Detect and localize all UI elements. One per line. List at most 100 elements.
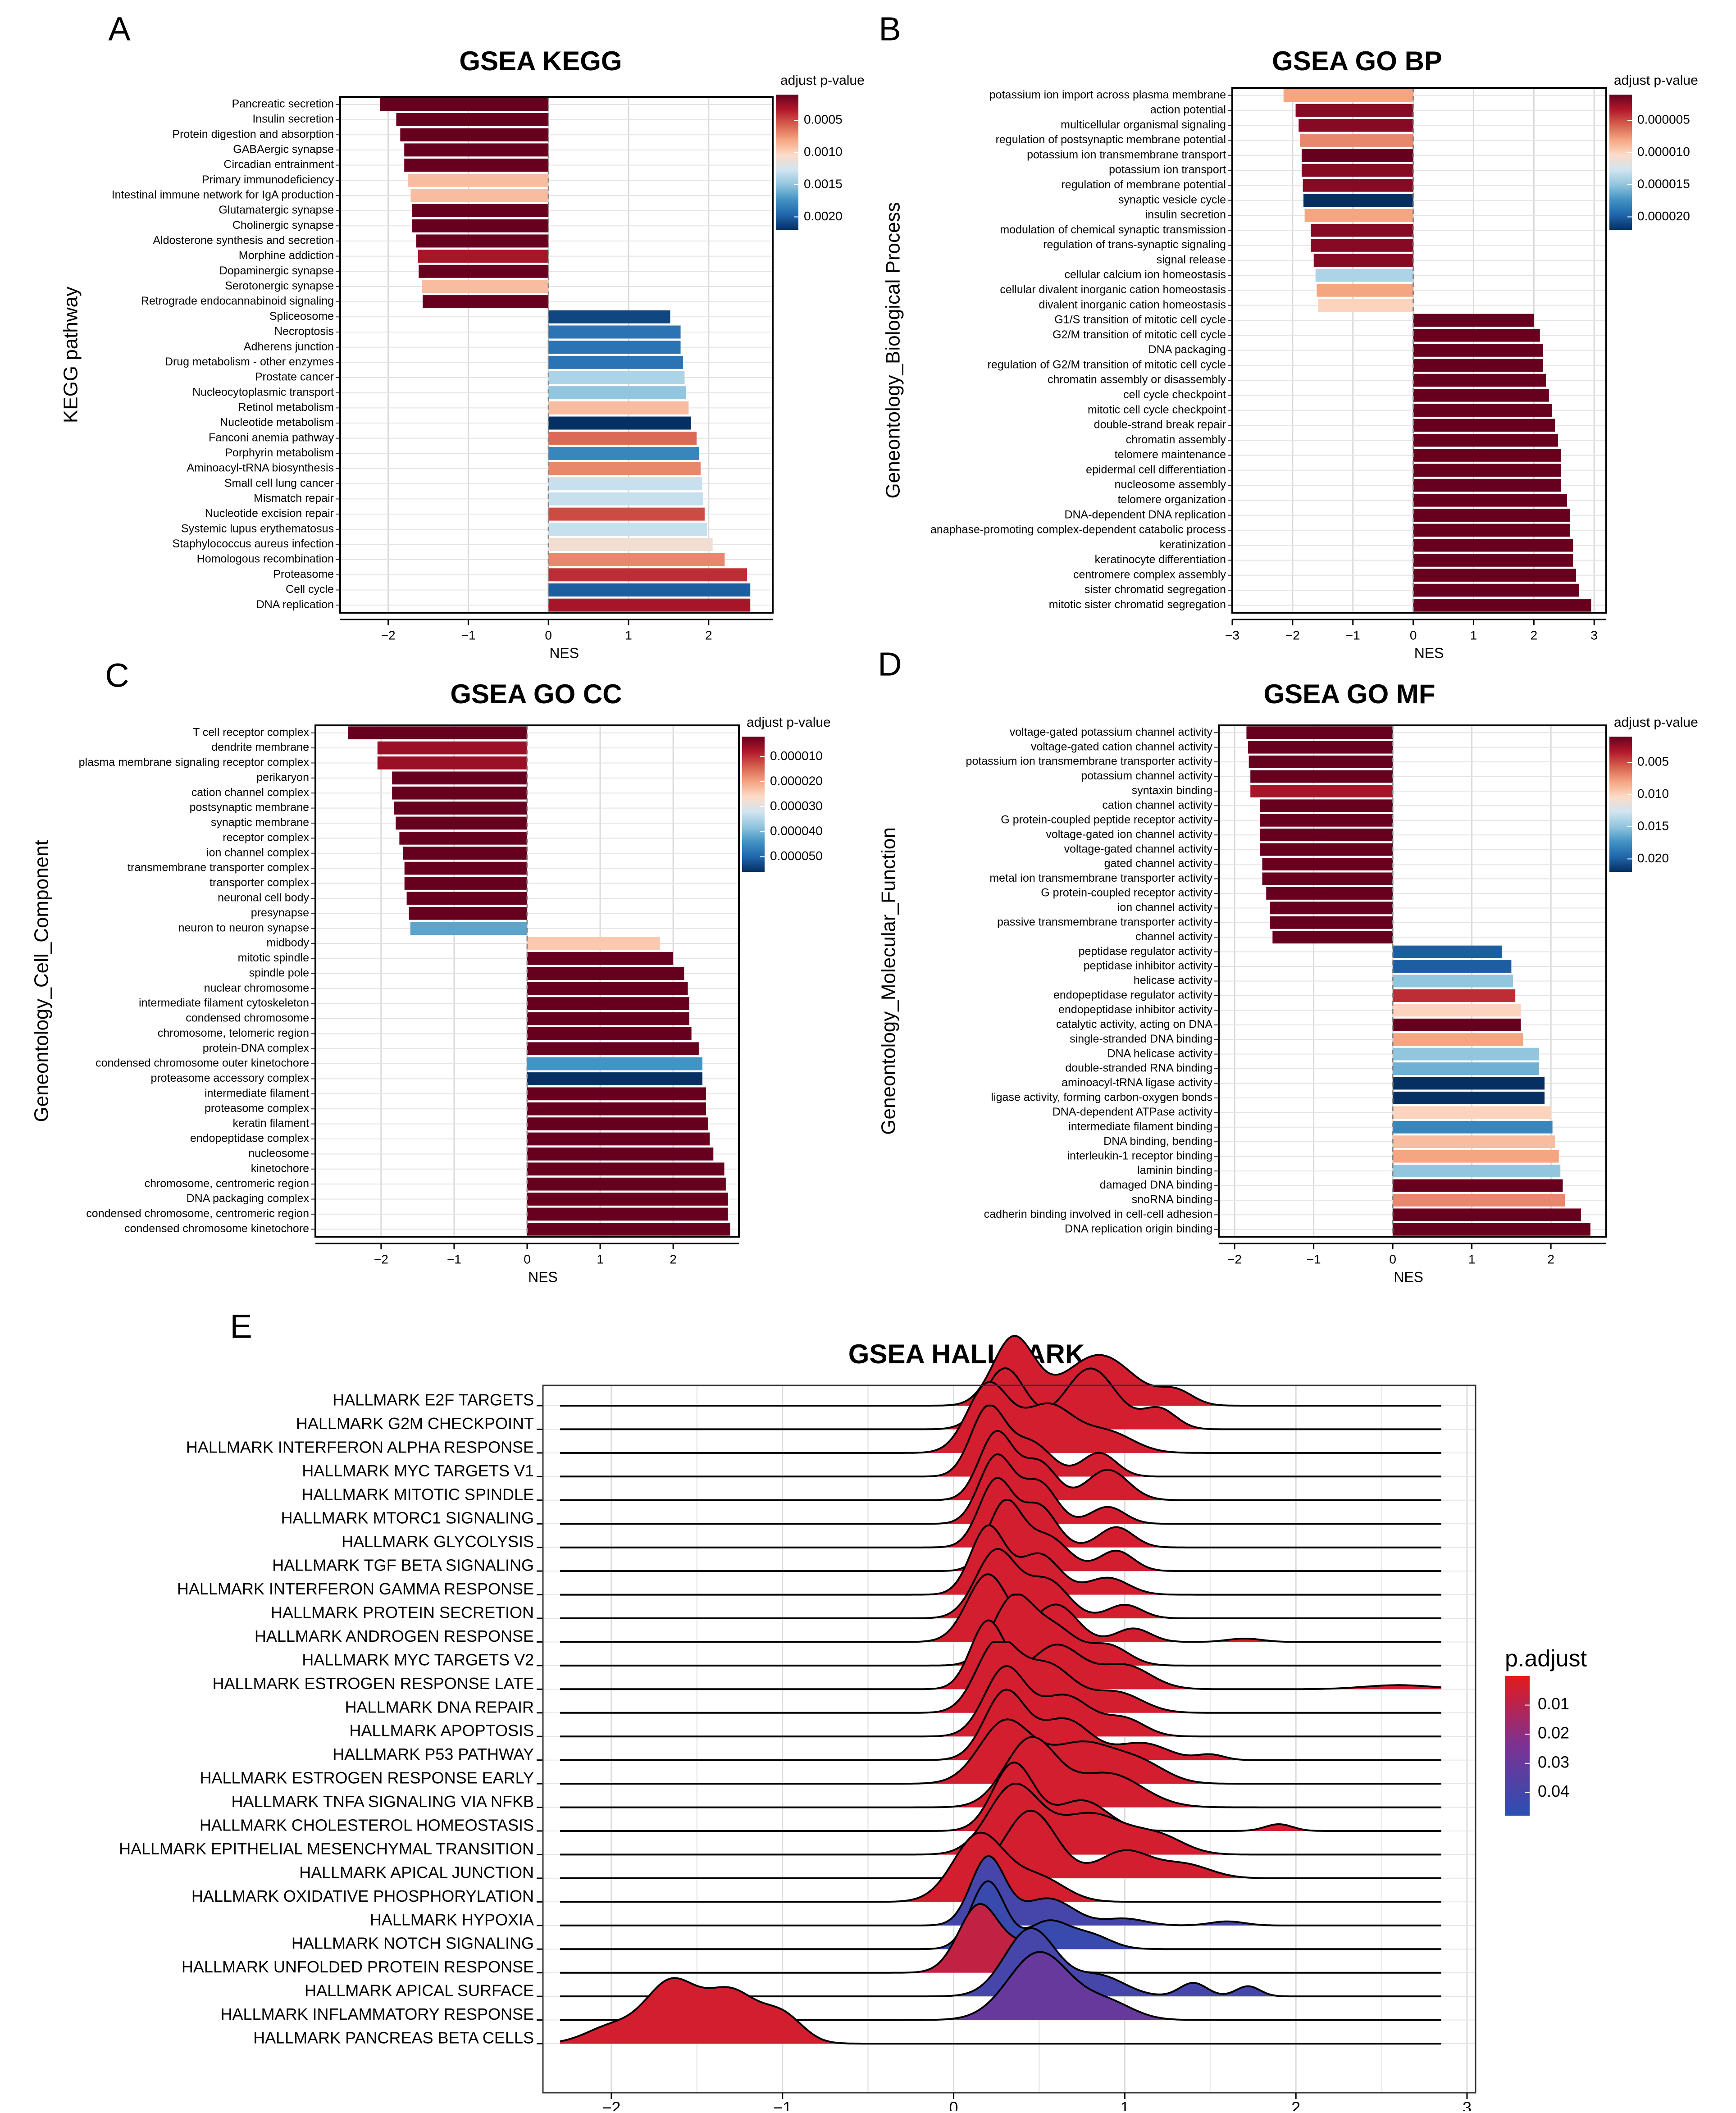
x-tick-label: −2 xyxy=(381,628,396,642)
x-tick-label: 2 xyxy=(705,628,712,642)
bar xyxy=(392,786,527,800)
category-label: kinetochore xyxy=(251,1162,309,1175)
category-label: condensed chromosome, centromeric region xyxy=(86,1207,309,1220)
ridge-line xyxy=(560,1619,1442,1690)
ridge-area xyxy=(560,1594,1442,1666)
bar xyxy=(1270,902,1393,915)
ridge-area xyxy=(560,1952,1442,2020)
bar xyxy=(1413,554,1573,567)
x-tick-label: 0 xyxy=(1410,628,1417,642)
ridge-area xyxy=(560,1856,1442,1926)
bar xyxy=(548,432,697,445)
bar xyxy=(392,771,527,785)
bar xyxy=(419,264,549,278)
category-label: Mismatch repair xyxy=(254,492,334,505)
x-tick-label: 2 xyxy=(1291,2099,1300,2111)
bar xyxy=(1260,799,1393,812)
legend-tick-label: 0.000030 xyxy=(770,799,823,813)
category-label: proteasome complex xyxy=(205,1102,310,1115)
category-label: keratinization xyxy=(1160,538,1226,551)
bar xyxy=(404,159,549,172)
category-label: peptidase regulator activity xyxy=(1079,945,1213,957)
category-label: Intestinal immune network for IgA produc… xyxy=(112,189,334,201)
category-label: HALLMARK G2M CHECKPOINT xyxy=(296,1414,534,1433)
bar xyxy=(548,553,725,566)
bar xyxy=(394,801,527,815)
bar xyxy=(1393,1223,1590,1236)
category-label: Serotonergic synapse xyxy=(225,280,334,292)
ridge-line xyxy=(560,1809,1441,1879)
category-label: HALLMARK APOPTOSIS xyxy=(350,1721,534,1740)
bar xyxy=(1318,299,1413,312)
category-label: HALLMARK NOTCH SIGNALING xyxy=(292,1934,534,1953)
ridge-line xyxy=(560,1665,1441,1738)
category-label: HALLMARK INTERFERON GAMMA RESPONSE xyxy=(177,1580,534,1598)
bar xyxy=(1393,989,1516,1002)
ridge-area xyxy=(560,1549,1442,1618)
bar xyxy=(1393,945,1502,958)
bar xyxy=(1303,179,1413,192)
category-label: HALLMARK EPITHELIAL MESENCHYMAL TRANSITI… xyxy=(119,1840,534,1858)
x-tick-label: −1 xyxy=(773,2099,792,2111)
category-label: dendrite membrane xyxy=(211,741,309,754)
category-label: DNA packaging complex xyxy=(187,1192,310,1205)
category-label: regulation of trans-synaptic signaling xyxy=(1043,238,1226,251)
ridge-line xyxy=(560,1977,1441,2045)
bar xyxy=(396,816,527,830)
category-label: cadherin binding involved in cell-cell a… xyxy=(984,1208,1212,1220)
category-label: keratinocyte differentiation xyxy=(1095,553,1226,566)
y-axis-label: Geneontology_Biological Process xyxy=(882,202,904,499)
category-label: HALLMARK GLYCOLYSIS xyxy=(342,1532,534,1551)
x-tick-label: −1 xyxy=(461,628,475,642)
y-axis-label: Geneontology_Cell_Component xyxy=(31,840,53,1122)
bar xyxy=(1413,449,1561,462)
legend-tick-label: 0.000010 xyxy=(770,749,823,763)
panel-title: GSEA KEGG xyxy=(459,46,622,76)
bar xyxy=(527,1057,702,1070)
legend-title: adjust p-value xyxy=(780,73,865,88)
plot-border xyxy=(1218,724,1607,1238)
bar xyxy=(548,355,683,369)
category-label: Dopaminergic synapse xyxy=(219,264,334,277)
bar xyxy=(548,537,713,551)
bar xyxy=(527,1012,689,1025)
bar xyxy=(404,861,527,875)
ridge-line xyxy=(560,1430,1441,1501)
bar xyxy=(1413,328,1540,342)
category-label: HALLMARK TGF BETA SIGNALING xyxy=(272,1556,534,1575)
bar xyxy=(1413,359,1543,372)
category-label: HALLMARK MYC TARGETS V2 xyxy=(302,1650,534,1669)
category-label: peptidase inhibitor activity xyxy=(1084,960,1213,972)
legend-tick-label: 0.0005 xyxy=(804,113,843,127)
ridge-line xyxy=(560,1404,1441,1478)
bar xyxy=(1272,931,1393,944)
category-label: Insulin secretion xyxy=(252,113,334,125)
category-label: anaphase-promoting complex-dependent cat… xyxy=(930,524,1226,536)
bar xyxy=(548,416,691,430)
panel-title: GSEA HALLMARK xyxy=(848,1339,1084,1369)
category-label: DNA replication xyxy=(256,598,334,611)
bar xyxy=(1393,1018,1521,1031)
category-label: voltage-gated potassium channel activity xyxy=(1010,726,1213,738)
ridge-line xyxy=(560,1524,1441,1596)
bar xyxy=(1260,814,1393,827)
category-label: single-stranded DNA binding xyxy=(1070,1033,1212,1045)
category-label: HALLMARK HYPOXIA xyxy=(370,1910,534,1929)
category-label: HALLMARK APICAL JUNCTION xyxy=(299,1863,534,1881)
category-label: chromatin assembly or disassembly xyxy=(1048,373,1226,386)
bar xyxy=(1311,223,1413,237)
bar xyxy=(527,1102,706,1116)
category-label: neuron to neuron synapse xyxy=(178,921,310,934)
legend-tick-label: 0.005 xyxy=(1637,755,1669,769)
bar xyxy=(1413,524,1570,537)
category-label: HALLMARK E2F TARGETS xyxy=(333,1391,534,1409)
category-label: Pancreatic secretion xyxy=(232,97,334,110)
category-label: Fanconi anemia pathway xyxy=(209,431,334,444)
category-label: catalytic activity, acting on DNA xyxy=(1056,1018,1212,1030)
legend-title: adjust p-value xyxy=(1614,715,1698,730)
category-label: HALLMARK MTORC1 SIGNALING xyxy=(281,1509,534,1527)
category-label: DNA-dependent ATPase activity xyxy=(1053,1106,1213,1118)
category-label: HALLMARK MITOTIC SPINDLE xyxy=(302,1485,534,1503)
bar xyxy=(548,401,689,414)
